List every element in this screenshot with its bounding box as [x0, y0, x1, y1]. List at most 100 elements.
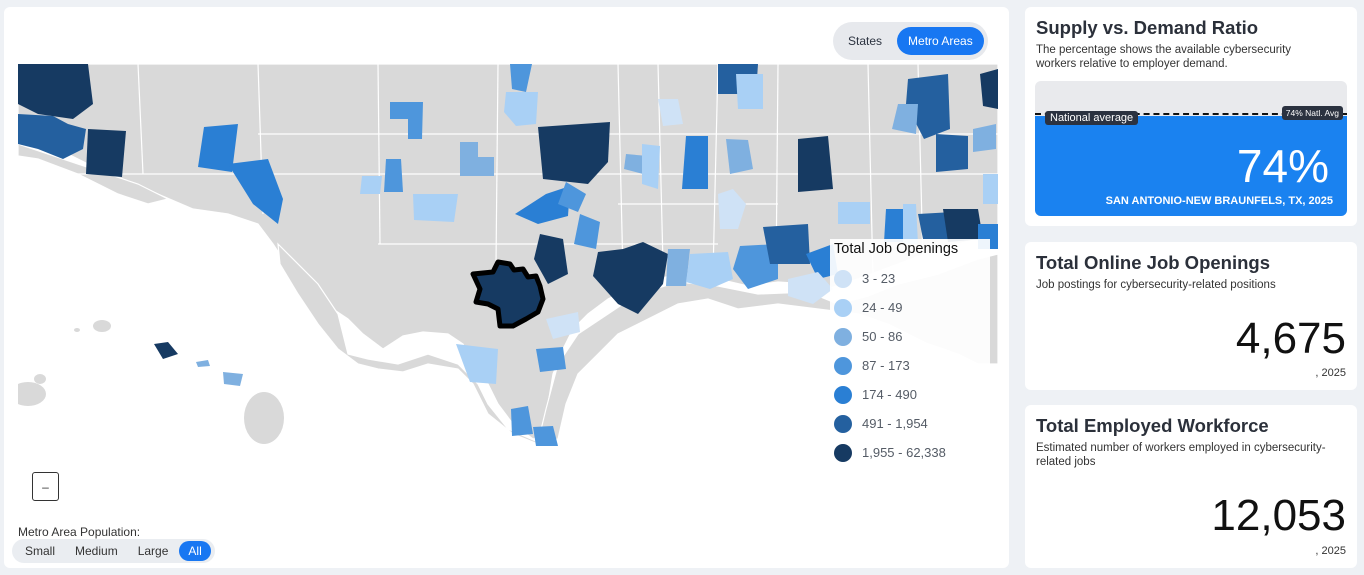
metro-region: [718, 189, 746, 229]
metro-region: [733, 244, 778, 289]
legend-label: 87 - 173: [862, 358, 910, 373]
metro-region: [936, 134, 968, 172]
metro-region: [515, 186, 570, 224]
ratio-fill: [1035, 116, 1347, 216]
metro-region: [682, 136, 708, 189]
legend-title: Total Job Openings: [834, 241, 959, 257]
metro-region: [504, 92, 538, 126]
metro-region: [918, 212, 953, 239]
states-toggle-button[interactable]: States: [848, 34, 883, 48]
card-description: The percentage shows the available cyber…: [1036, 44, 1292, 70]
metro-region: [228, 159, 283, 224]
legend-item[interactable]: 491 - 1,954: [834, 409, 986, 438]
employed-workforce-card: Total Employed Workforce Estimated numbe…: [1025, 405, 1357, 568]
legend-label: 1,955 - 62,338: [862, 445, 946, 460]
map-panel: States Metro Areas Total Job Openings 3 …: [4, 7, 1009, 568]
metro-region: [533, 426, 558, 446]
island-shape: [34, 374, 46, 384]
metro-region: [903, 204, 918, 244]
population-medium-button[interactable]: Medium: [75, 544, 118, 558]
legend-item[interactable]: 3 - 23: [834, 264, 986, 293]
legend-label: 491 - 1,954: [862, 416, 928, 431]
view-toggle: States Metro Areas: [833, 22, 988, 60]
metro-region: [884, 209, 903, 242]
metro-region: [18, 64, 93, 119]
metro-region: [686, 252, 733, 289]
legend-label: 24 - 49: [862, 300, 903, 315]
job-openings-year: , 2025: [1315, 367, 1346, 379]
legend-item[interactable]: 87 - 173: [834, 351, 986, 380]
legend-label: 174 - 490: [862, 387, 917, 402]
metro-region: [943, 209, 983, 242]
metro-region: [460, 142, 494, 176]
zoom-out-button[interactable]: –: [32, 472, 59, 501]
metro-region: [642, 144, 660, 189]
metro-region: [763, 224, 810, 264]
workforce-value: 12,053: [1211, 491, 1346, 540]
metro-region: [983, 174, 998, 204]
population-large-button[interactable]: Large: [137, 544, 169, 558]
metro-region: [534, 234, 568, 284]
card-description: Job postings for cybersecurity-related p…: [1036, 279, 1276, 291]
metro-region: [384, 159, 403, 192]
metro-region: [538, 122, 610, 184]
national-average-badge: 74% Natl. Avg: [1281, 106, 1343, 120]
metro-region: [973, 124, 996, 152]
legend-item[interactable]: 24 - 49: [834, 293, 986, 322]
legend-item[interactable]: 50 - 86: [834, 322, 986, 351]
population-filter-label: Metro Area Population:: [18, 525, 141, 539]
legend-item[interactable]: 174 - 490: [834, 380, 986, 409]
metro-region: [838, 202, 870, 224]
metro-region: [196, 360, 210, 367]
card-title: Supply vs. Demand Ratio: [1036, 17, 1259, 38]
island-shape: [93, 320, 111, 332]
legend-swatch: [834, 385, 852, 404]
metro-region: [788, 272, 833, 304]
legend-swatch: [834, 443, 852, 462]
metro-region: [510, 64, 532, 92]
legend-swatch: [834, 298, 852, 317]
metro-areas-toggle-button[interactable]: Metro Areas: [897, 27, 984, 55]
legend-label: 50 - 86: [862, 329, 903, 344]
metro-region: [456, 344, 498, 384]
metro-map[interactable]: [18, 64, 998, 480]
national-average-line: [1035, 113, 1347, 115]
metro-region: [658, 99, 683, 126]
ratio-gauge: National average 74% Natl. Avg 74% SAN A…: [1035, 81, 1347, 216]
job-openings-card: Total Online Job Openings Job postings f…: [1025, 242, 1357, 390]
metro-region: [86, 129, 126, 177]
legend-swatch: [834, 327, 852, 346]
ratio-metro-label: SAN ANTONIO-NEW BRAUNFELS, TX, 2025: [1105, 195, 1333, 207]
map-legend: Total Job Openings 3 - 23 24 - 49 50 - 86 8…: [830, 239, 990, 471]
workforce-year: , 2025: [1315, 545, 1346, 557]
island-shape: [74, 328, 80, 332]
metro-region: [558, 182, 586, 212]
metro-region: [980, 69, 998, 109]
legend-item[interactable]: 1,955 - 62,338: [834, 438, 986, 467]
map-svg[interactable]: [18, 64, 998, 480]
legend-swatch: [834, 414, 852, 433]
metro-region: [154, 342, 178, 359]
selected-metro-san-antonio: [470, 259, 546, 329]
population-all-button[interactable]: All: [179, 541, 211, 561]
metro-region: [666, 249, 690, 286]
metro-region: [574, 214, 600, 249]
metro-region: [892, 104, 918, 134]
metro-region: [413, 194, 458, 222]
national-average-label: National average: [1045, 111, 1139, 125]
card-title: Total Online Job Openings: [1036, 252, 1270, 273]
metro-region: [198, 124, 238, 172]
metro-region: [593, 242, 668, 314]
metro-region: [360, 176, 382, 194]
metro-region: [726, 139, 753, 174]
population-small-button[interactable]: Small: [25, 544, 56, 558]
supply-demand-card: Supply vs. Demand Ratio The percentage s…: [1025, 7, 1357, 226]
metro-region: [798, 136, 833, 192]
ratio-value: 74%: [1236, 140, 1329, 192]
metro-region: [223, 372, 243, 386]
metro-region: [511, 406, 533, 436]
metro-region: [536, 347, 566, 372]
metro-region: [546, 312, 580, 339]
legend-label: 3 - 23: [862, 271, 896, 286]
metro-region: [906, 74, 950, 139]
